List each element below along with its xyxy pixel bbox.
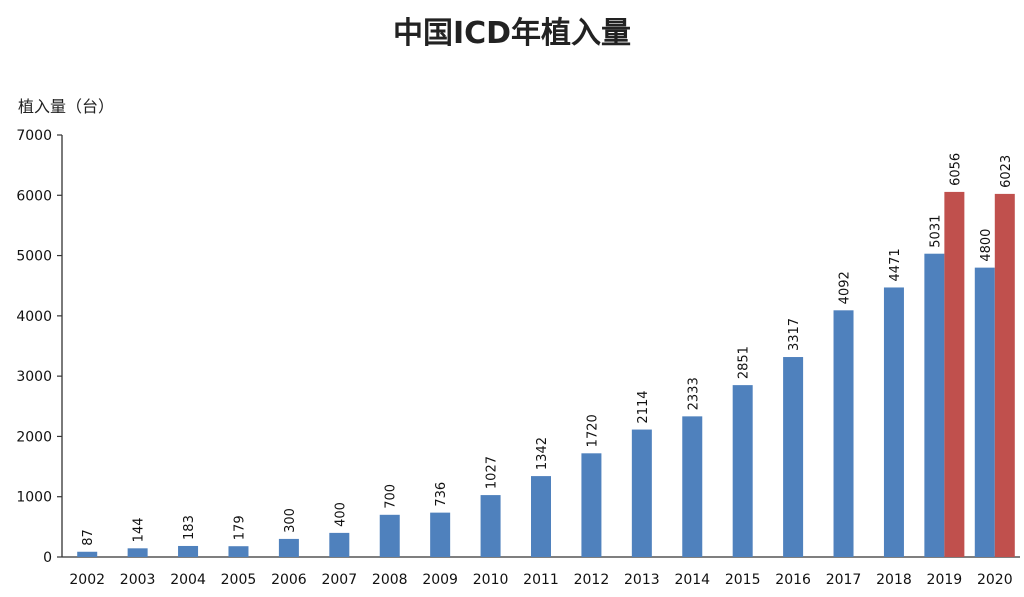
bar-2007-s0 — [329, 532, 350, 557]
bars — [77, 191, 1015, 557]
bar-2019-s1 — [944, 191, 965, 557]
data-label-2009-s0: 736 — [434, 482, 449, 507]
y-tick-label: 4000 — [16, 309, 52, 325]
y-tick-label: 1000 — [16, 490, 52, 506]
bar-2003-s0 — [127, 548, 148, 557]
data-label-2015-s0: 2851 — [737, 346, 752, 379]
data-labels: 87 144 183 179 300 400 700 736 1027 1342 1720 2114 2… — [81, 153, 1014, 546]
y-tick-label: 2000 — [16, 429, 52, 445]
bar-2006-s0 — [278, 538, 299, 557]
x-tick-label-2019: 2019 — [927, 572, 963, 588]
x-tick-label-2010: 2010 — [473, 572, 509, 588]
x-tick-label-2013: 2013 — [624, 572, 660, 588]
x-tick-label-2002: 2002 — [69, 572, 105, 588]
bar-2020-s1 — [994, 193, 1015, 557]
y-tick-label: 7000 — [16, 128, 52, 144]
data-label-2007-s0: 400 — [333, 502, 348, 527]
x-tick-label-2009: 2009 — [422, 572, 458, 588]
x-tick-label-2017: 2017 — [826, 572, 862, 588]
data-label-2012-s0: 1720 — [585, 414, 600, 447]
data-label-2020-s0: 4800 — [979, 229, 994, 262]
bar-2002-s0 — [77, 551, 98, 557]
x-tick-label-2020: 2020 — [977, 572, 1013, 588]
data-label-2006-s0: 300 — [283, 508, 298, 533]
bar-2009-s0 — [430, 512, 451, 557]
bar-2014-s0 — [682, 416, 703, 557]
bar-2008-s0 — [379, 514, 400, 557]
x-tick-label-2008: 2008 — [372, 572, 408, 588]
bar-2012-s0 — [581, 453, 602, 557]
data-label-2013-s0: 2114 — [636, 390, 651, 423]
data-label-2019-s1: 6056 — [948, 153, 963, 186]
bar-2004-s0 — [178, 545, 199, 557]
data-label-2017-s0: 4092 — [838, 271, 853, 304]
x-tick-label-2018: 2018 — [876, 572, 912, 588]
data-label-2011-s0: 1342 — [535, 437, 550, 470]
bar-2005-s0 — [228, 546, 249, 557]
bar-2015-s0 — [732, 385, 753, 557]
x-tick-label-2005: 2005 — [221, 572, 257, 588]
bar-2017-s0 — [833, 310, 854, 557]
y-tick-label: 6000 — [16, 188, 52, 204]
bar-2013-s0 — [631, 429, 652, 557]
y-tick-label: 3000 — [16, 369, 52, 385]
bar-2010-s0 — [480, 495, 501, 557]
data-label-2014-s0: 2333 — [686, 377, 701, 410]
data-label-2008-s0: 700 — [384, 484, 399, 509]
data-label-2020-s1: 6023 — [999, 155, 1014, 188]
chart-title: 中国ICD年植入量 — [392, 16, 632, 51]
bar-2020-s0 — [974, 267, 995, 557]
data-label-2004-s0: 183 — [182, 515, 197, 540]
bar-2019-s0 — [924, 253, 945, 557]
y-tick-label: 5000 — [16, 249, 52, 265]
x-tick-label-2007: 2007 — [321, 572, 357, 588]
x-tick-label-2015: 2015 — [725, 572, 761, 588]
x-tick-label-2011: 2011 — [523, 572, 559, 588]
x-tick-label-2014: 2014 — [674, 572, 710, 588]
x-tick-label-2012: 2012 — [574, 572, 610, 588]
data-label-2010-s0: 1027 — [485, 456, 500, 489]
data-label-2018-s0: 4471 — [888, 248, 903, 281]
data-label-2019-s0: 5031 — [928, 215, 943, 248]
bar-2011-s0 — [531, 476, 551, 557]
x-tick-label-2016: 2016 — [775, 572, 811, 588]
y-tick-label: 0 — [43, 550, 52, 566]
bar-2016-s0 — [783, 357, 804, 557]
x-tick-label-2006: 2006 — [271, 572, 307, 588]
y-axis-label: 植入量（台） — [18, 97, 115, 116]
data-label-2016-s0: 3317 — [787, 318, 802, 351]
axes: 0 1000 2000 3000 4000 5000 6000 7000 2002 2003 200… — [16, 128, 1020, 588]
x-tick-label-2004: 2004 — [170, 572, 206, 588]
bar-2018-s0 — [883, 287, 904, 557]
data-label-2002-s0: 87 — [81, 529, 96, 546]
data-label-2005-s0: 179 — [232, 515, 247, 540]
x-tick-label-2003: 2003 — [120, 572, 156, 588]
data-label-2003-s0: 144 — [132, 517, 147, 542]
